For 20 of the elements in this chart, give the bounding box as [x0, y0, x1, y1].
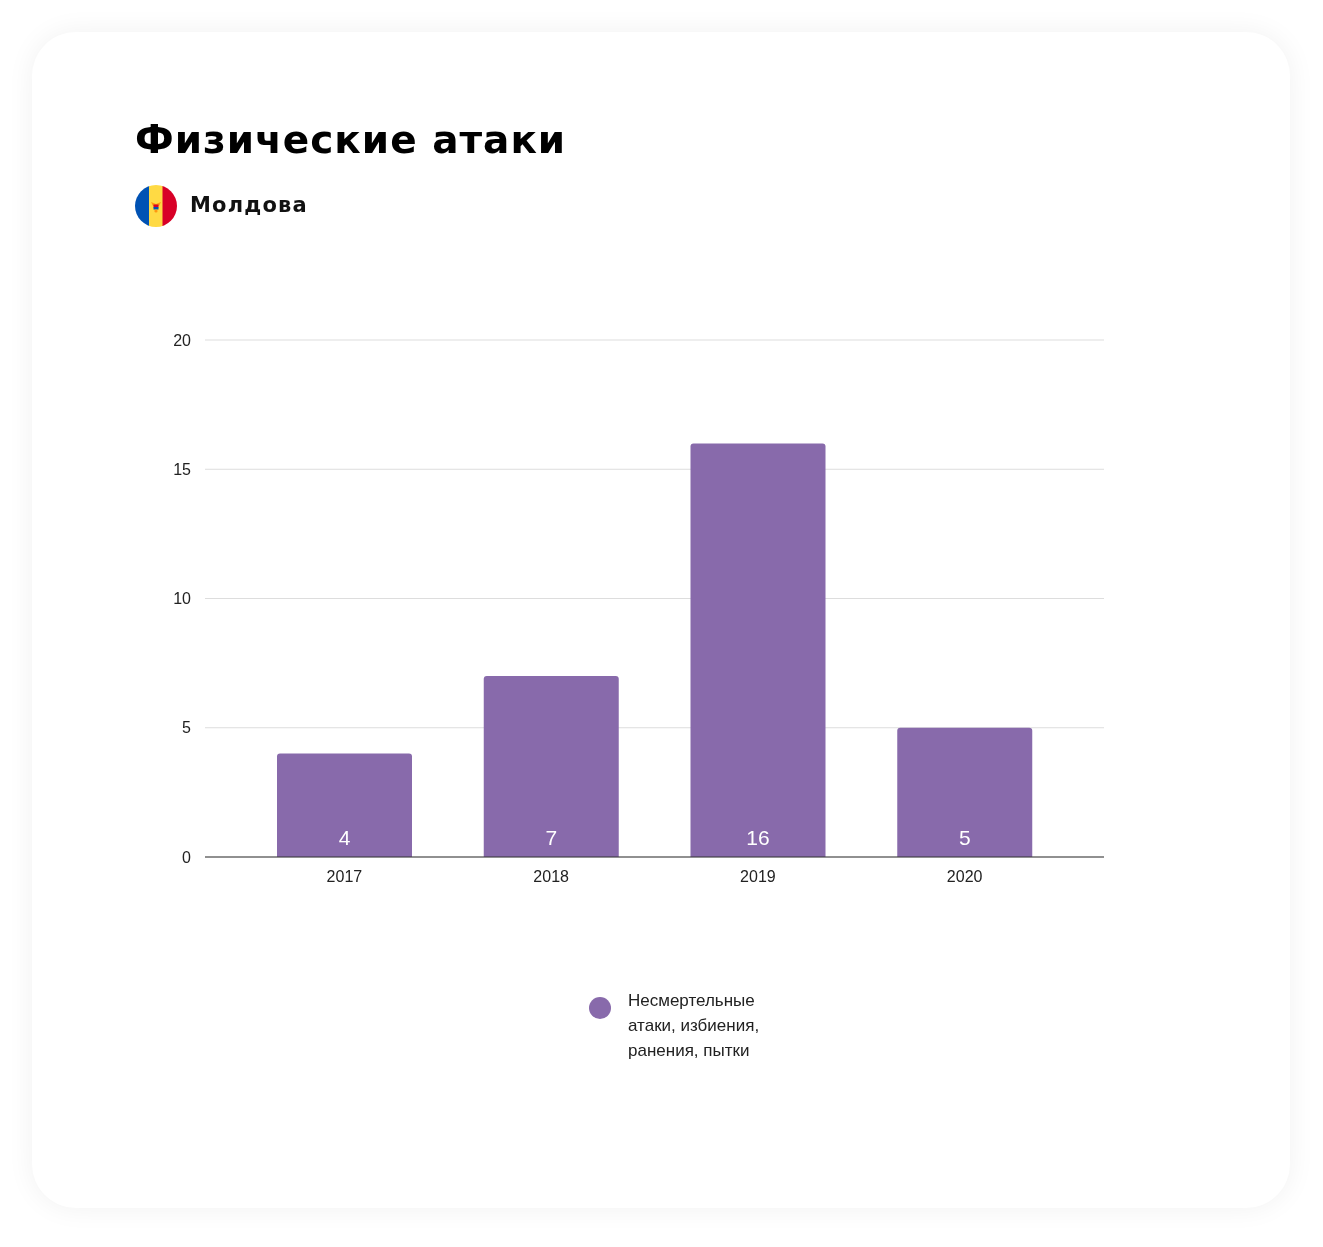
- y-tick-label: 5: [182, 719, 192, 737]
- y-tick-label: 20: [173, 331, 192, 349]
- bar: [277, 753, 412, 857]
- data-label: 7: [545, 826, 558, 849]
- y-tick-label: 0: [182, 848, 192, 866]
- y-tick-label: 15: [173, 460, 192, 478]
- data-label: 5: [958, 826, 971, 849]
- bar: [483, 676, 619, 857]
- chart-title: Физические атаки: [135, 116, 567, 164]
- x-tick-label: 2018: [533, 868, 570, 886]
- x-tick-label: 2019: [740, 868, 776, 886]
- bar: [897, 727, 1033, 857]
- x-tick-label: 2020: [946, 868, 983, 886]
- y-tick-label: 10: [173, 590, 192, 608]
- data-label: 16: [746, 826, 770, 849]
- legend-label: Несмертельные атаки, избиения, ранения, пытки: [628, 990, 761, 1062]
- x-tick-label: 2017: [326, 868, 363, 886]
- bar: [690, 443, 826, 857]
- data-label: 4: [338, 826, 351, 849]
- chart-subtitle: Молдова: [190, 192, 308, 218]
